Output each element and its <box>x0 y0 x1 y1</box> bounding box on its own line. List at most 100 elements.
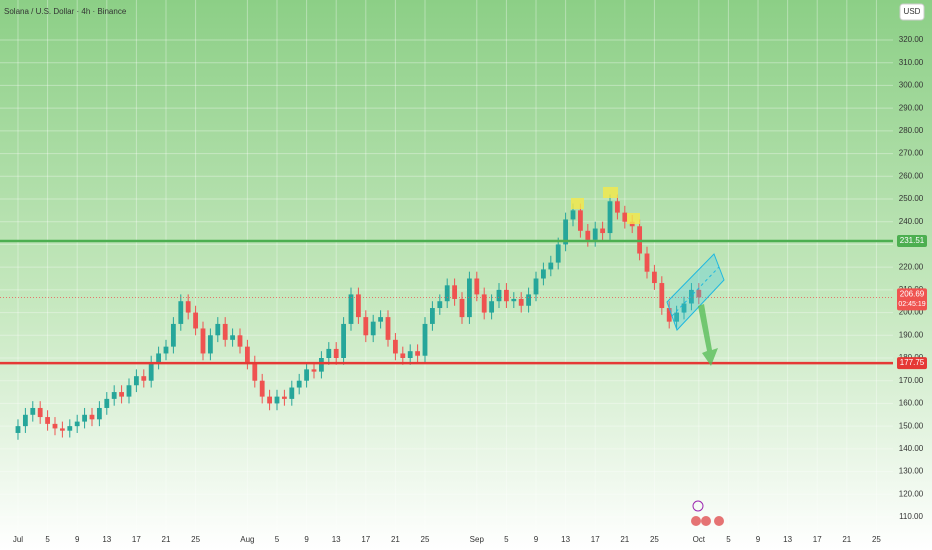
candle-body <box>541 269 546 279</box>
candle-body <box>170 323 176 347</box>
candle-body <box>111 392 117 399</box>
x-tick-label: 25 <box>191 535 200 544</box>
candle-body <box>600 228 606 234</box>
y-tick-label: 170.00 <box>899 376 924 385</box>
candle-body <box>422 323 428 356</box>
y-tick-label: 280.00 <box>899 126 924 135</box>
candle-body <box>185 301 191 313</box>
x-tick-label: 21 <box>620 535 629 544</box>
candle-body <box>474 278 480 295</box>
x-tick-label: 21 <box>842 535 851 544</box>
grid <box>0 0 893 530</box>
event-icon <box>701 516 711 526</box>
event-icon <box>691 516 701 526</box>
level-label-box <box>897 234 927 247</box>
arrow <box>698 304 718 366</box>
highlight <box>627 213 640 224</box>
candle-body <box>548 262 554 270</box>
candle-body <box>652 271 657 284</box>
candle-body <box>222 323 228 340</box>
y-tick-label: 130.00 <box>899 467 924 476</box>
candle-body <box>689 289 694 304</box>
x-tick-label: 21 <box>391 535 400 544</box>
candle-body <box>281 396 287 399</box>
candle-body <box>385 317 391 340</box>
x-tick-label: 25 <box>650 535 659 544</box>
candle-body <box>67 426 73 431</box>
candle-body <box>244 346 250 363</box>
candle-body <box>133 376 139 386</box>
y-tick-label: 200.00 <box>899 308 924 317</box>
candle-body <box>644 253 650 272</box>
candle-body <box>607 201 613 234</box>
price-label: 206.69 <box>900 289 925 298</box>
candle-body <box>511 298 517 302</box>
chart-title: Solana / U.S. Dollar · 4h · Binance <box>4 7 127 16</box>
y-tick-label: 110.00 <box>899 512 923 521</box>
candle-body <box>504 289 509 302</box>
candle-body <box>119 392 124 397</box>
y-tick-label: 310.00 <box>899 58 924 67</box>
x-tick-label: 17 <box>361 535 370 544</box>
y-tick-label: 190.00 <box>899 330 924 339</box>
price-axis: 110.00 120.00 130.00 140.00 150.00 160.00 170.… <box>13 35 927 544</box>
candle-body <box>400 353 406 358</box>
candle-body <box>666 308 672 322</box>
y-tick-label: 140.00 <box>899 444 924 453</box>
candle-body <box>37 407 43 418</box>
x-tick-label: 13 <box>783 535 792 544</box>
candle-body <box>555 244 561 263</box>
drawings <box>571 187 725 526</box>
y-tick-label: 240.00 <box>899 217 924 226</box>
candle-body <box>74 421 80 427</box>
candle-body <box>200 328 206 354</box>
candle-body <box>45 417 50 424</box>
candle-body <box>496 289 502 302</box>
x-tick-label: 25 <box>421 535 430 544</box>
candle-body <box>289 387 295 399</box>
candle-body <box>104 398 110 408</box>
candle-body <box>407 351 413 358</box>
price-label-box <box>897 288 927 311</box>
candle-body <box>437 301 443 309</box>
highlight <box>571 198 584 209</box>
candle-body <box>518 298 524 306</box>
candle-body <box>156 353 161 363</box>
level-label: 231.51 <box>900 236 925 245</box>
candle-body <box>215 323 221 336</box>
candle-body <box>585 230 591 240</box>
currency-button[interactable] <box>899 3 925 21</box>
y-tick-label: 320.00 <box>899 35 924 44</box>
candle-body <box>304 369 310 381</box>
channel <box>666 253 725 331</box>
x-tick-label: 5 <box>504 535 509 544</box>
x-tick-label: 5 <box>275 535 280 544</box>
x-tick-label: 25 <box>872 535 881 544</box>
candle-body <box>82 414 87 422</box>
y-tick-label: 270.00 <box>899 149 924 158</box>
x-tick-label: Sep <box>470 535 485 544</box>
candle-body <box>274 396 280 404</box>
y-tick-label: 120.00 <box>899 489 924 498</box>
candle-body <box>193 312 198 329</box>
candle-body <box>126 385 132 397</box>
candle-body <box>681 303 687 313</box>
x-tick-label: 13 <box>332 535 341 544</box>
y-tick-label: 220.00 <box>899 262 924 271</box>
y-tick-label: 300.00 <box>899 81 924 90</box>
countdown: 02:45:19 <box>898 301 925 308</box>
event-icon <box>714 516 724 526</box>
x-tick-label: 5 <box>726 535 731 544</box>
x-tick-label: 13 <box>561 535 570 544</box>
candle-body <box>355 294 361 318</box>
y-tick-label: 260.00 <box>899 171 924 180</box>
candle-body <box>59 428 65 431</box>
candle-body <box>326 348 332 358</box>
candle-body <box>252 362 258 381</box>
x-tick-label: 9 <box>75 535 80 544</box>
x-tick-label: Jul <box>13 535 23 544</box>
candle-body <box>237 335 243 347</box>
currency[interactable]: USD <box>904 7 921 16</box>
candle-body <box>452 285 458 299</box>
level-label: 177.75 <box>900 358 925 367</box>
